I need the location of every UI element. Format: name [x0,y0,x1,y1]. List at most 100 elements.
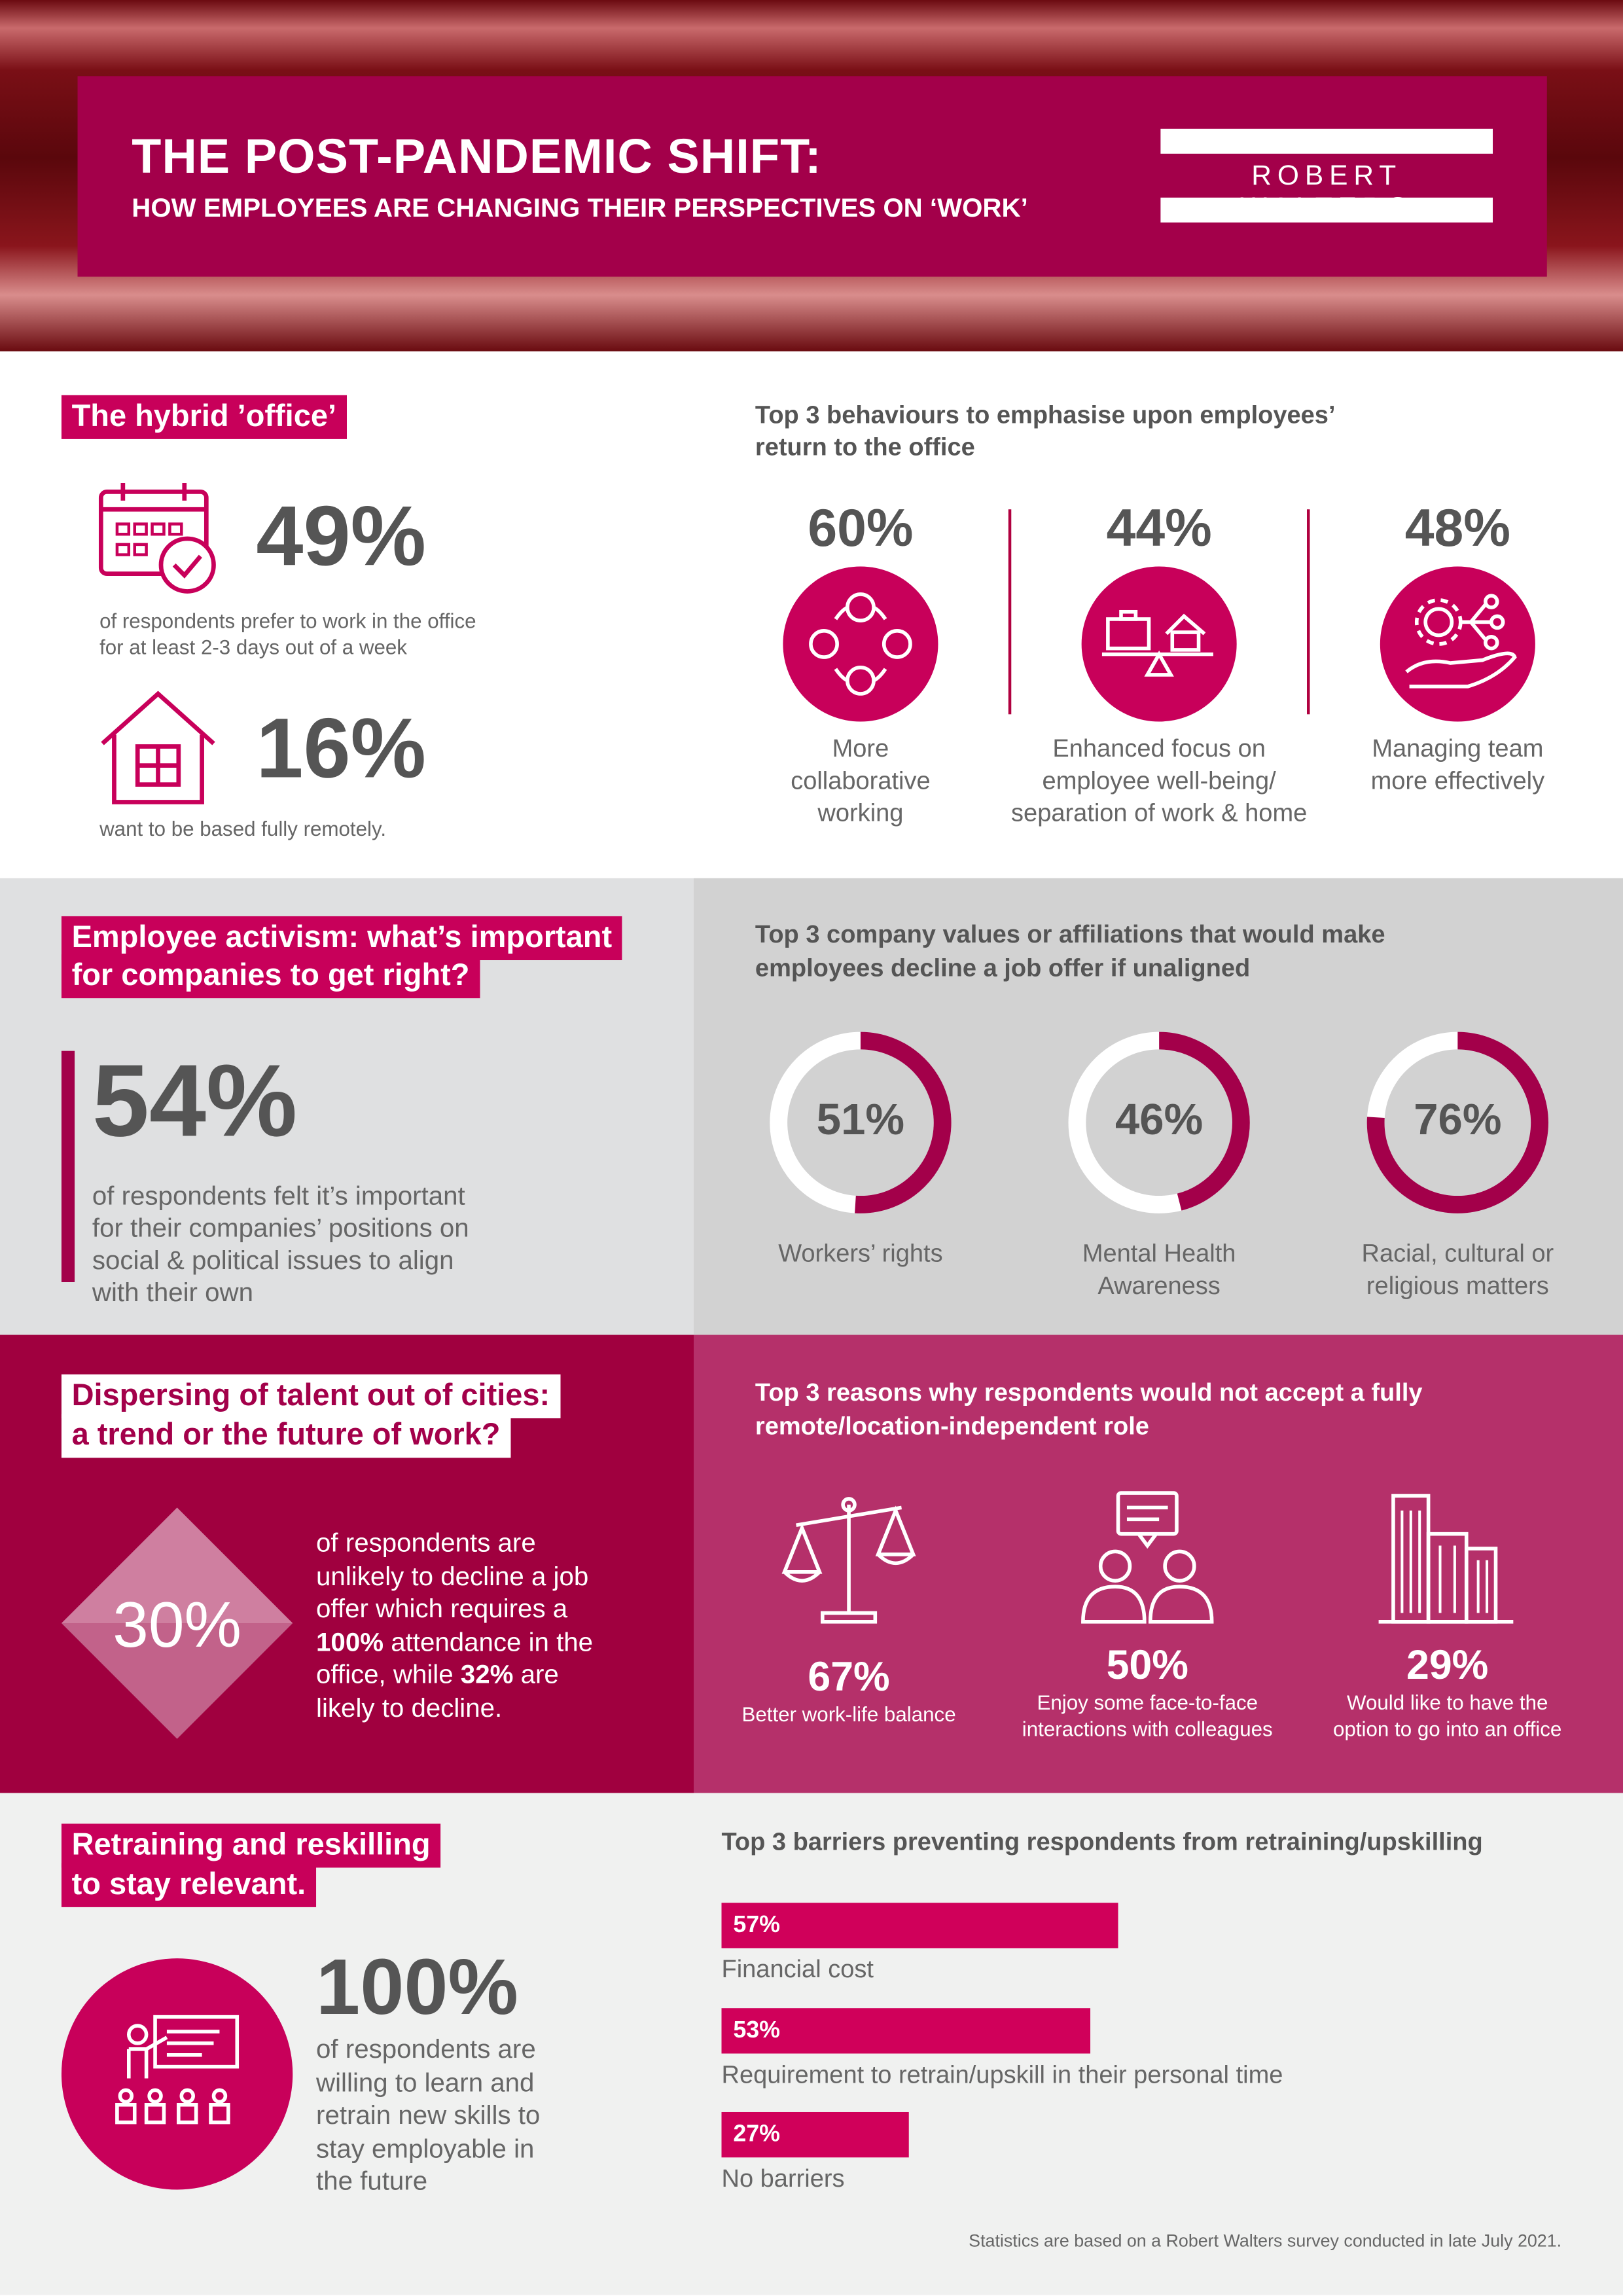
retraining-tag-2: to stay relevant. [61,1863,316,1907]
label-line: Workers’ rights [778,1240,943,1268]
text: office, while [316,1659,461,1689]
donut-chart: 46% [1063,1026,1256,1227]
logo-bar-bottom [1160,197,1493,223]
donut-value: 76% [1414,1096,1502,1145]
donut-value: 51% [816,1096,905,1145]
value-label: Workers’ rights [729,1238,993,1270]
hybrid-tag: The hybrid ’office’ [61,395,347,439]
desc-line: unlikely to decline a job [316,1561,589,1590]
bar: 27% [721,2111,910,2158]
divider [1008,509,1012,715]
behaviours-heading-2: return to the office [755,433,975,461]
reason-label: Better work-life balance [741,1702,956,1726]
behaviour-pct: 48% [1404,497,1510,558]
reason-pct: 50% [1106,1642,1188,1688]
remote-stat: 16% [256,701,426,797]
desc-line: likely to decline. [316,1693,503,1723]
reason-item: 67% Better work-life balance [717,1654,981,1727]
header-box [77,76,1547,277]
bar-label: No barriers [721,2164,845,2193]
reason-pct: 29% [1406,1642,1489,1688]
label-line: employee well-being/ [1042,766,1276,795]
desc-line: of respondents are [316,2034,536,2064]
bold-pct: 32% [460,1659,514,1689]
label-line: More [832,734,889,763]
page-subtitle: HOW EMPLOYEES ARE CHANGING THEIR PERSPEC… [132,193,1028,223]
talent-tag-2: a trend or the future of work? [61,1414,511,1458]
behaviour-label: More collaborative working [732,733,990,830]
label-line: religious matters [1366,1272,1549,1300]
office-building-icon [1378,1494,1514,1624]
bar: 53% [721,2008,1090,2054]
reason-label: option to go into an office [1333,1717,1562,1740]
desc-line: 100% attendance in the [316,1625,593,1658]
label-line: more effectively [1370,766,1545,795]
barriers-heading: Top 3 barriers preventing respondents fr… [721,1828,1483,1856]
retraining-tag-1: Retraining and reskilling [61,1823,441,1868]
desc-line: office, while 32% are [316,1659,593,1691]
reason-label: Enjoy some face-to-face [1037,1690,1258,1714]
desc-line: for their companies’ positions on [92,1213,469,1243]
bar-label: Requirement to retrain/upskill in their … [721,2060,1283,2089]
bar: 57% [721,1903,1118,1948]
activism-stat: 54% [92,1043,298,1158]
conversation-people-icon [1081,1491,1214,1624]
label-line: collaborative [791,766,931,795]
desc-line: retrain new skills to [316,2100,541,2130]
behaviours-heading-1: Top 3 behaviours to emphasise upon emplo… [755,401,1336,429]
office-desc-1: of respondents prefer to work in the off… [99,609,476,633]
desc-line: willing to learn and [316,2067,535,2097]
label-line: Awareness [1097,1272,1221,1300]
divider [1307,509,1310,715]
remote-desc: want to be based fully remotely. [99,816,387,840]
value-label: Mental Health Awareness [1027,1238,1291,1302]
scales-icon [781,1497,916,1624]
donut-arc [770,1031,952,1213]
reason-item: 50% Enjoy some face-to-face interactions w… [1001,1642,1294,1742]
text: are [513,1659,559,1689]
desc-line: of respondents felt it’s important [92,1181,465,1211]
retraining-desc: of respondents are willing to learn and re… [316,2033,540,2198]
footer-note: Statistics are based on a Robert Walters… [969,2231,1562,2251]
reasons-heading-1: Top 3 reasons why respondents would not … [755,1378,1423,1407]
values-heading-2: employees decline a job offer if unalign… [755,954,1251,982]
desc-line: social & political issues to align [92,1246,454,1275]
teacher-presentation-icon [61,1958,293,2190]
activism-tag-1: Employee activism: what’s important [61,916,622,961]
behaviour-label: Managing team more effectively [1326,733,1590,797]
desc-line: stay employable in [316,2133,535,2163]
office-stat: 49% [256,488,426,584]
house-icon [101,691,215,804]
desc-line: the future [316,2166,428,2196]
accent-bar [61,1050,75,1282]
talent-stat: 30% [113,1589,242,1662]
reason-item: 29% Would like to have the option to go in… [1301,1642,1594,1742]
reason-pct: 67% [808,1654,890,1700]
people-network-icon [783,566,938,722]
page-title: THE POST-PANDEMIC SHIFT: [132,128,822,183]
diamond-shape [61,1507,293,1739]
reasons-heading-2: remote/location-independent role [755,1412,1149,1441]
desc-line: with their own [92,1278,254,1308]
hand-gear-icon [1380,566,1535,722]
text: attendance in the [383,1626,594,1657]
bold-pct: 100% [316,1626,384,1657]
label-line: Managing team [1372,734,1544,763]
label-line: working [817,799,904,827]
donut-chart: 51% [764,1026,957,1227]
logo-bar-top [1160,128,1493,154]
reason-label: interactions with colleagues [1022,1717,1273,1740]
donut-arc [1068,1031,1250,1213]
talent-tag-1: Dispersing of talent out of cities: [61,1374,560,1418]
behaviour-label: Enhanced focus on employee well-being/sep… [984,733,1335,830]
values-section [694,878,1623,1335]
donut-value: 46% [1115,1096,1204,1145]
office-desc-2: for at least 2-3 days out of a week [99,635,407,659]
label-line: Enhanced focus on [1052,734,1266,763]
label-line: separation of work & home [1011,799,1308,827]
balance-work-home-icon [1081,566,1237,722]
values-heading-1: Top 3 company values or affiliations tha… [755,920,1385,949]
desc-line: offer which requires a [316,1594,568,1624]
label-line: Mental Health [1082,1240,1236,1268]
bar-label: Financial cost [721,1955,874,1984]
